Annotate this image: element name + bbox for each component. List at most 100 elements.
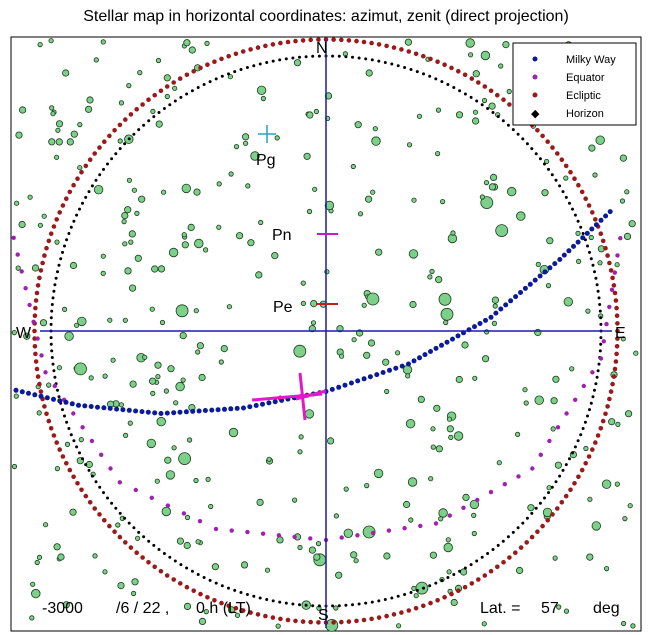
ecliptic-point — [117, 534, 123, 540]
ecliptic-point — [495, 92, 500, 98]
equator-point — [516, 474, 521, 479]
star-point — [430, 444, 436, 450]
horizon-point — [581, 232, 585, 235]
star-point — [427, 274, 433, 280]
horizon-point — [530, 147, 534, 151]
horizon-point — [452, 573, 456, 576]
star-point — [163, 74, 171, 82]
star-point — [443, 319, 449, 326]
star-point — [154, 478, 160, 484]
star-point — [506, 88, 512, 95]
star-point — [395, 623, 402, 629]
horizon-point — [185, 92, 189, 96]
milky-way-point — [518, 290, 523, 295]
ecliptic-point — [293, 618, 298, 624]
horizon-point — [594, 382, 598, 386]
star-point — [411, 585, 417, 592]
ecliptic-point — [140, 555, 145, 560]
milky-way-point — [171, 410, 177, 416]
star-point — [54, 239, 60, 245]
star-point — [183, 602, 192, 611]
star-point — [18, 220, 26, 229]
star-point — [128, 230, 136, 238]
star-point — [255, 271, 263, 279]
star-point — [433, 404, 441, 412]
horizon-point — [123, 516, 127, 520]
star-point — [488, 183, 496, 191]
star-point — [535, 261, 541, 267]
horizon-point — [440, 80, 444, 84]
star-point — [181, 183, 192, 194]
star-point — [128, 239, 134, 245]
ecliptic-point — [376, 615, 382, 620]
star-point — [250, 151, 260, 161]
star-point — [74, 322, 80, 328]
star-point — [467, 52, 474, 58]
ecliptic-point — [146, 97, 151, 102]
star-point — [183, 39, 191, 47]
legend-label-equator: Equator — [566, 72, 605, 84]
ecliptic-point — [270, 42, 276, 47]
horizon-point — [50, 303, 54, 306]
ecliptic-point — [171, 80, 176, 85]
equator-point — [530, 466, 535, 471]
horizon-point — [571, 207, 574, 211]
milky-way-point — [69, 401, 75, 407]
ecliptic-point — [605, 404, 610, 409]
milky-way-point — [95, 404, 100, 410]
star-point — [552, 555, 558, 561]
horizon-point — [331, 54, 335, 58]
curves-layer — [11, 37, 623, 625]
horizon-point — [98, 485, 102, 489]
star-point — [411, 197, 417, 203]
star-point — [159, 319, 166, 326]
star-point — [480, 50, 491, 61]
horizon-point — [377, 599, 381, 603]
star-point — [39, 319, 48, 327]
ecliptic-point — [614, 351, 619, 357]
milky-way-point — [209, 407, 215, 413]
horizon-point — [233, 70, 237, 74]
ecliptic-point — [263, 43, 268, 49]
horizon-point — [56, 270, 59, 274]
star-point — [164, 456, 172, 464]
horizon-point — [179, 563, 183, 567]
star-point — [516, 211, 526, 221]
milky-way-point — [202, 408, 208, 413]
horizon-point — [543, 162, 546, 166]
horizon-point — [317, 604, 321, 608]
star-point — [569, 366, 575, 372]
equator-point — [27, 302, 32, 308]
star-point — [117, 581, 125, 590]
horizon-point — [357, 56, 361, 60]
ecliptic-point — [64, 196, 69, 201]
ecliptic-point — [614, 305, 619, 311]
star-point — [351, 337, 357, 343]
star-point — [595, 135, 605, 145]
star-point — [453, 431, 464, 441]
milky-way-point — [488, 314, 494, 320]
ecliptic-point — [586, 454, 592, 459]
ecliptic-point — [442, 62, 447, 67]
ecliptic-point — [428, 56, 433, 62]
star-point — [129, 284, 137, 292]
ecliptic-point — [255, 45, 261, 50]
star-point — [438, 292, 452, 306]
horizon-point — [106, 496, 109, 500]
horizon-point — [351, 55, 354, 59]
star-point — [175, 304, 189, 318]
star-point — [151, 265, 159, 273]
star-point — [413, 593, 419, 599]
star-point — [15, 265, 21, 271]
ecliptic-point — [603, 245, 608, 251]
star-point — [138, 195, 146, 203]
ecliptic-point — [369, 616, 374, 622]
star-point — [57, 553, 65, 561]
ecliptic-point — [391, 45, 397, 50]
horizon-point — [516, 526, 520, 530]
horizon-point — [162, 107, 166, 110]
milky-way-point — [139, 409, 145, 415]
horizon-point — [463, 92, 467, 96]
star-point — [155, 57, 162, 64]
ecliptic-point — [164, 573, 170, 578]
